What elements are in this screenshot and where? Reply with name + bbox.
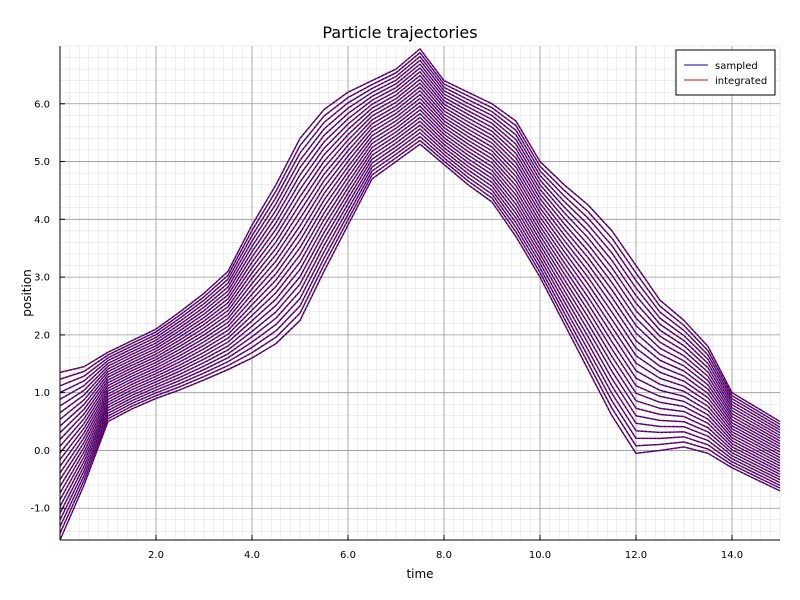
chart-title: Particle trajectories (322, 23, 477, 42)
integrated-trajectory-1 (59, 139, 781, 534)
integrated-trajectory-15 (59, 86, 781, 450)
x-tick-label: 8.0 (436, 550, 452, 561)
y-axis-label: position (20, 269, 34, 317)
x-tick-label: 2.0 (148, 550, 164, 561)
x-axis-label: time (406, 567, 433, 581)
integrated-trajectory-11 (59, 101, 781, 467)
legend-box (675, 49, 776, 96)
sampled-trajectory-13 (59, 93, 781, 456)
x-tick-label: 12.0 (625, 550, 647, 561)
integrated-trajectory-8 (59, 113, 781, 487)
axes (59, 46, 780, 541)
integrated-trajectory-21 (59, 63, 781, 434)
integrated-trajectory-12 (59, 97, 781, 460)
integrated-trajectory-20 (59, 67, 781, 436)
trajectories (59, 48, 781, 541)
y-tick-label: 3.0 (34, 273, 50, 284)
integrated-trajectory-6 (59, 120, 781, 501)
x-tick-label: 6.0 (340, 550, 356, 561)
integrated-trajectory-14 (59, 90, 781, 453)
x-tick-label: 10.0 (529, 550, 551, 561)
legend-integrated-label: integrated (715, 76, 767, 87)
y-tick-label: 5.0 (34, 157, 50, 168)
y-tick-label: -1.0 (30, 504, 50, 515)
x-tick-label: 14.0 (721, 550, 743, 561)
integrated-trajectory-5 (59, 124, 781, 507)
y-tick-label: 2.0 (34, 330, 50, 341)
ticks: 2.0 4.0 6.0 8.0 10.0 12.0 14.0 -1.0 0.0 1.0 2.0 3.0… (30, 99, 743, 561)
integrated-trajectory-7 (59, 117, 781, 494)
integrated-trajectory-4 (59, 128, 781, 514)
y-tick-label: 6.0 (34, 99, 50, 110)
integrated-trajectory-23 (59, 56, 781, 428)
integrated-trajectory-2 (59, 136, 781, 527)
integrated-trajectory-10 (59, 105, 781, 474)
integrated-trajectory-22 (59, 59, 781, 431)
integrated-trajectory-25 (59, 48, 781, 422)
y-tick-label: 1.0 (34, 388, 50, 399)
integrated-trajectory-17 (59, 78, 781, 445)
integrated-trajectory-18 (59, 75, 781, 442)
major-grid (60, 46, 780, 540)
legend: sampled integrated (675, 49, 776, 96)
legend-sampled-label: sampled (715, 61, 758, 72)
y-tick-label: 4.0 (34, 215, 50, 226)
x-tick-label: 4.0 (244, 550, 260, 561)
minor-grid (59, 45, 781, 540)
integrated-trajectory-3 (59, 132, 781, 521)
integrated-trajectory-16 (59, 82, 781, 447)
integrated-trajectory-9 (59, 109, 781, 480)
integrated-trajectory-19 (59, 71, 781, 439)
integrated-trajectory-24 (59, 52, 781, 425)
y-tick-label: 0.0 (34, 446, 50, 457)
integrated-trajectory-0 (59, 143, 781, 541)
